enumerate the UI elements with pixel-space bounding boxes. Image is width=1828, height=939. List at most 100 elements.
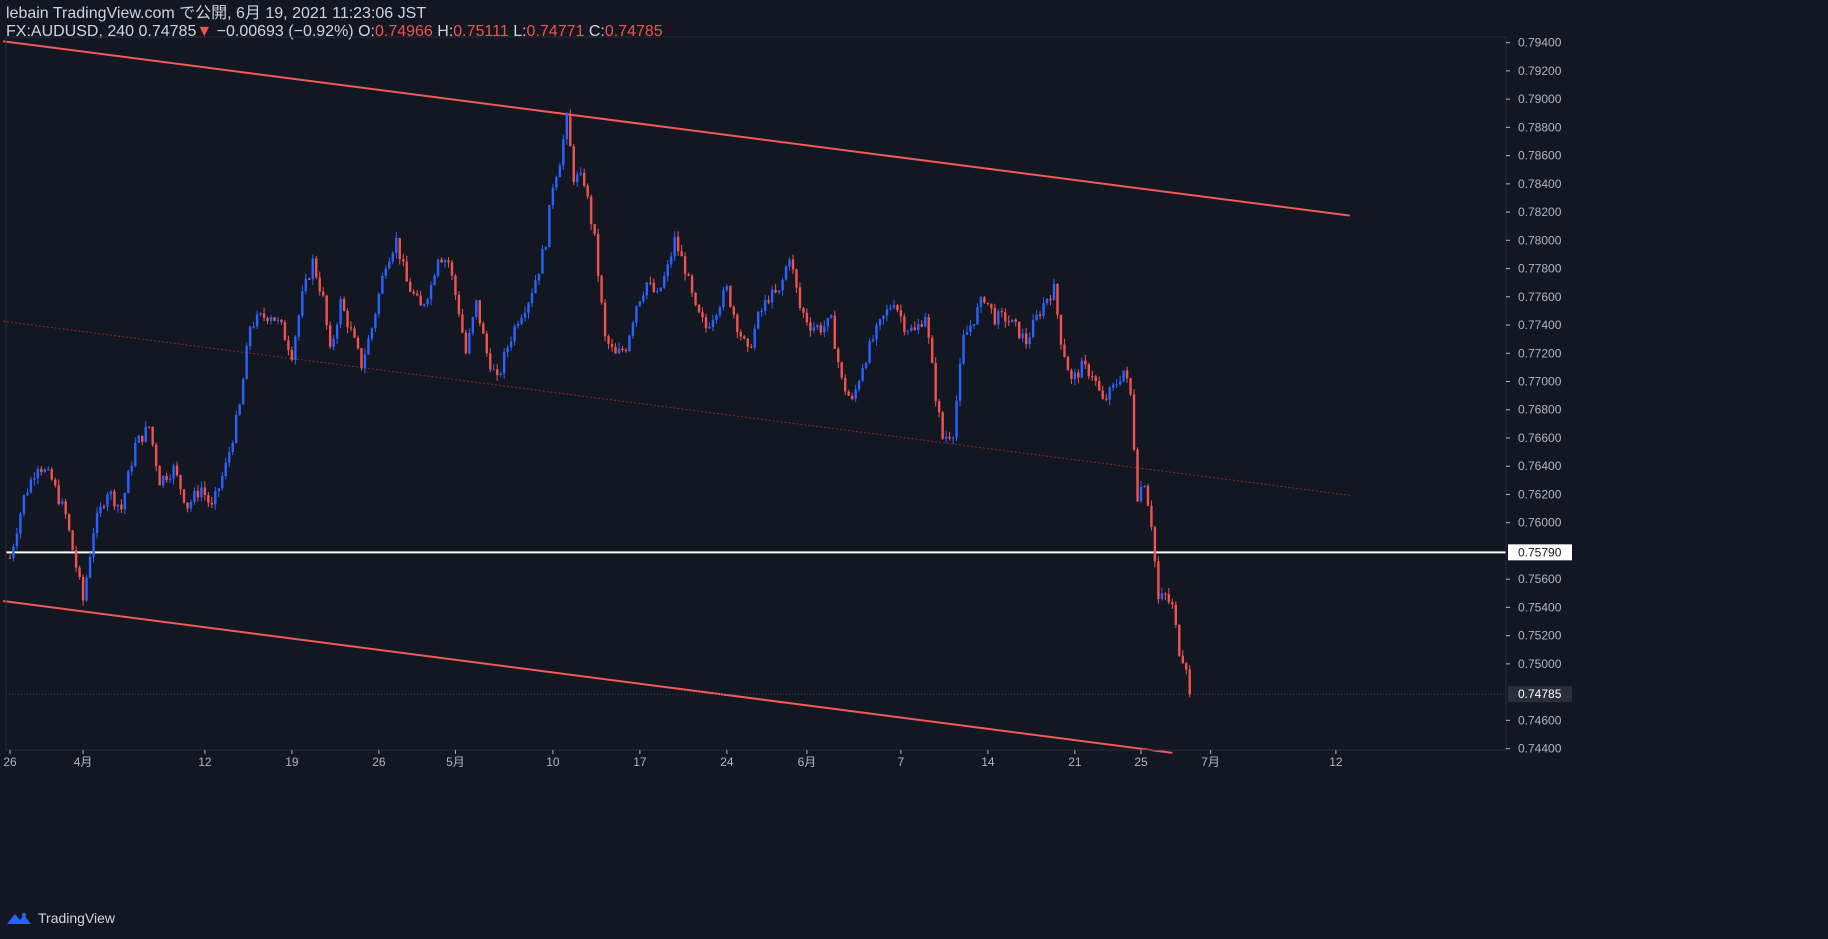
candle-body (760, 310, 763, 313)
candle-body (1049, 298, 1052, 301)
candle-body (795, 269, 798, 288)
change-value: −0.00693 (−0.92%) (216, 23, 354, 40)
candle-body (875, 325, 878, 340)
candle-body (33, 478, 36, 480)
footer-brand[interactable]: TradingView (6, 910, 115, 926)
candle-body (704, 317, 708, 329)
candle-body (273, 317, 276, 321)
candle-body (189, 502, 193, 509)
candle-body (308, 278, 311, 280)
candle-body (381, 275, 384, 294)
candle-body (415, 293, 419, 296)
x-tick-label: 25 (1134, 755, 1148, 769)
candle-body (885, 309, 889, 316)
candle-body (830, 315, 833, 318)
channel-mid-line (2, 320, 1350, 496)
candle-body (962, 334, 965, 364)
candle-body (485, 333, 488, 354)
candle-body (572, 146, 575, 183)
candle-body (134, 442, 137, 466)
candle-body (1091, 376, 1094, 378)
candle-body (986, 302, 990, 304)
candle-body (1056, 283, 1059, 315)
candle-body (1031, 320, 1035, 338)
candle-body (812, 327, 816, 331)
candle-body (972, 323, 976, 326)
candle-body (931, 337, 934, 363)
candle-body (1111, 384, 1115, 388)
candle-body (422, 304, 426, 306)
candle-body (1004, 312, 1007, 322)
x-tick-label: 26 (3, 755, 17, 769)
candle-body (43, 469, 46, 473)
candle-body (534, 280, 537, 293)
candle-body (861, 367, 864, 382)
candle-body (732, 306, 736, 315)
candle-body (496, 369, 499, 375)
candle-body (652, 282, 655, 293)
y-tick-label: 0.79000 (1518, 92, 1562, 106)
candle-body (395, 237, 398, 254)
candle-body (871, 339, 875, 342)
candle-body (1007, 321, 1010, 323)
candle-body (388, 261, 391, 269)
candle-body (457, 294, 461, 315)
candle-body (398, 237, 401, 260)
candle-body (1011, 319, 1014, 323)
candle-body (670, 256, 673, 265)
candle-body (628, 335, 631, 352)
candle-body (1143, 485, 1146, 488)
candle-body (1035, 314, 1038, 321)
candle-body (1066, 356, 1070, 371)
plot-frame (5, 36, 1507, 751)
candle-body (1136, 449, 1139, 502)
candle-body (224, 462, 227, 477)
candle-body (659, 287, 662, 291)
candle-body (1014, 319, 1017, 322)
down-arrow-icon: ▼ (196, 23, 213, 40)
candle-body (663, 276, 666, 288)
candle-body (1108, 387, 1111, 400)
x-tick-label: 21 (1068, 755, 1082, 769)
candle-body (370, 328, 374, 339)
candle-body (666, 264, 669, 277)
level-price-label: 0.75790 (1518, 545, 1562, 559)
y-tick-label: 0.77600 (1518, 290, 1562, 304)
candle-body (290, 350, 294, 360)
y-tick-label: 0.75600 (1518, 572, 1562, 586)
candle-body (433, 275, 436, 286)
candle-body (335, 324, 339, 339)
candle-body (1160, 593, 1164, 600)
candle-body (826, 317, 829, 327)
candle-body (816, 325, 819, 328)
candle-body (328, 325, 332, 347)
candle-body (54, 479, 57, 486)
candle-body (50, 469, 53, 480)
candle-body (878, 319, 882, 326)
candle-body (993, 308, 997, 325)
y-tick-label: 0.78400 (1518, 177, 1562, 191)
low-label: L: (513, 23, 527, 40)
y-tick-label: 0.75400 (1518, 600, 1562, 614)
candle-body (1077, 372, 1080, 378)
candle-body (899, 310, 903, 317)
drawing-layer (2, 40, 1506, 754)
candle-body (8, 557, 12, 559)
candle-body (1132, 394, 1136, 450)
candle-body (701, 312, 704, 318)
candle-body (99, 506, 102, 514)
candle-body (113, 491, 116, 507)
candle-body (603, 302, 607, 337)
candle-body (638, 301, 642, 307)
candle-body (1084, 360, 1087, 365)
candle-body (1153, 527, 1157, 562)
candle-body (850, 395, 854, 399)
candle-body (1125, 370, 1129, 379)
candle-body (301, 291, 304, 316)
candle-body (248, 326, 252, 346)
candle-body (429, 285, 433, 300)
candle-body (656, 290, 659, 293)
candle-body (558, 165, 562, 178)
candle-body (530, 292, 534, 304)
